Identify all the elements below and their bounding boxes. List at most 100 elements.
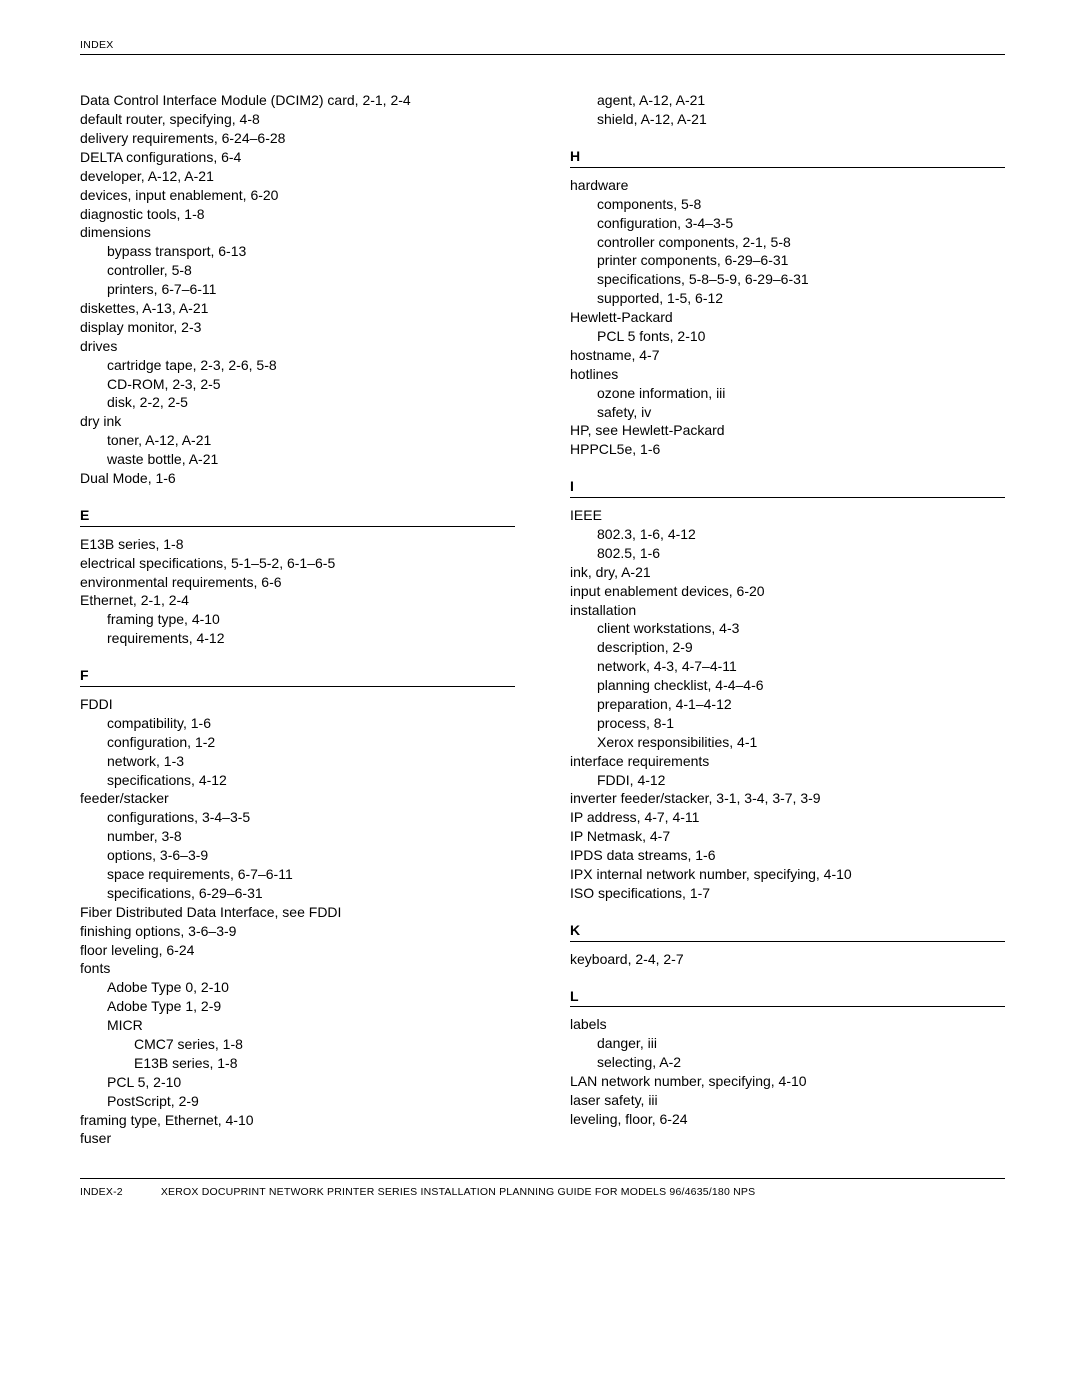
index-entry: Dual Mode, 1-6 (80, 469, 515, 488)
index-entry: IP address, 4-7, 4-11 (570, 808, 1005, 827)
index-entry: leveling, floor, 6-24 (570, 1110, 1005, 1129)
index-entry: specifications, 5-8–5-9, 6-29–6-31 (570, 270, 1005, 289)
index-entry: disk, 2-2, 2-5 (80, 393, 515, 412)
index-entry: finishing options, 3-6–3-9 (80, 922, 515, 941)
index-entry: hardware (570, 176, 1005, 195)
index-entry: Hewlett-Packard (570, 308, 1005, 327)
page-header: INDEX (80, 38, 1005, 55)
index-entry: Fiber Distributed Data Interface, see FD… (80, 903, 515, 922)
index-section-letter: F (80, 666, 515, 687)
index-entry: diskettes, A-13, A-21 (80, 299, 515, 318)
index-entry: bypass transport, 6-13 (80, 242, 515, 261)
index-entry: Adobe Type 0, 2-10 (80, 978, 515, 997)
index-section-letter: E (80, 506, 515, 527)
index-columns: Data Control Interface Module (DCIM2) ca… (80, 91, 1005, 1148)
index-entry: CD-ROM, 2-3, 2-5 (80, 375, 515, 394)
index-entry: 802.3, 1-6, 4-12 (570, 525, 1005, 544)
index-entry: compatibility, 1-6 (80, 714, 515, 733)
index-entry: hostname, 4-7 (570, 346, 1005, 365)
index-entry: fuser (80, 1129, 515, 1148)
index-entry: IEEE (570, 506, 1005, 525)
index-entry: selecting, A-2 (570, 1053, 1005, 1072)
index-entry: HPPCL5e, 1-6 (570, 440, 1005, 459)
index-column-left: Data Control Interface Module (DCIM2) ca… (80, 91, 515, 1148)
index-entry: IP Netmask, 4-7 (570, 827, 1005, 846)
index-section-letter: I (570, 477, 1005, 498)
index-entry: planning checklist, 4-4–4-6 (570, 676, 1005, 695)
index-entry: devices, input enablement, 6-20 (80, 186, 515, 205)
index-entry: options, 3-6–3-9 (80, 846, 515, 865)
index-entry: keyboard, 2-4, 2-7 (570, 950, 1005, 969)
index-entry: printer components, 6-29–6-31 (570, 251, 1005, 270)
index-entry: description, 2-9 (570, 638, 1005, 657)
index-entry: configuration, 3-4–3-5 (570, 214, 1005, 233)
index-entry: configuration, 1-2 (80, 733, 515, 752)
index-entry: network, 1-3 (80, 752, 515, 771)
index-entry: FDDI, 4-12 (570, 771, 1005, 790)
index-entry: CMC7 series, 1-8 (80, 1035, 515, 1054)
index-entry: ozone information, iii (570, 384, 1005, 403)
index-entry: specifications, 4-12 (80, 771, 515, 790)
index-entry: network, 4-3, 4-7–4-11 (570, 657, 1005, 676)
index-entry: agent, A-12, A-21 (570, 91, 1005, 110)
index-entry: environmental requirements, 6-6 (80, 573, 515, 592)
index-entry: requirements, 4-12 (80, 629, 515, 648)
index-entry: Xerox responsibilities, 4-1 (570, 733, 1005, 752)
footer-title: XEROX DOCUPRINT NETWORK PRINTER SERIES I… (161, 1185, 756, 1199)
index-entry: developer, A-12, A-21 (80, 167, 515, 186)
index-entry: MICR (80, 1016, 515, 1035)
index-entry: PostScript, 2-9 (80, 1092, 515, 1111)
index-entry: dry ink (80, 412, 515, 431)
index-entry: E13B series, 1-8 (80, 535, 515, 554)
index-entry: controller components, 2-1, 5-8 (570, 233, 1005, 252)
index-entry: toner, A-12, A-21 (80, 431, 515, 450)
index-entry: shield, A-12, A-21 (570, 110, 1005, 129)
index-entry: hotlines (570, 365, 1005, 384)
index-entry: supported, 1-5, 6-12 (570, 289, 1005, 308)
index-entry: cartridge tape, 2-3, 2-6, 5-8 (80, 356, 515, 375)
index-entry: delivery requirements, 6-24–6-28 (80, 129, 515, 148)
index-entry: inverter feeder/stacker, 3-1, 3-4, 3-7, … (570, 789, 1005, 808)
index-entry: danger, iii (570, 1034, 1005, 1053)
index-entry: ISO specifications, 1-7 (570, 884, 1005, 903)
index-entry: default router, specifying, 4-8 (80, 110, 515, 129)
index-entry: DELTA configurations, 6-4 (80, 148, 515, 167)
index-entry: specifications, 6-29–6-31 (80, 884, 515, 903)
index-entry: client workstations, 4-3 (570, 619, 1005, 638)
index-entry: printers, 6-7–6-11 (80, 280, 515, 299)
index-entry: diagnostic tools, 1-8 (80, 205, 515, 224)
index-entry: controller, 5-8 (80, 261, 515, 280)
index-section-letter: H (570, 147, 1005, 168)
index-entry: E13B series, 1-8 (80, 1054, 515, 1073)
index-entry: PCL 5, 2-10 (80, 1073, 515, 1092)
index-entry: preparation, 4-1–4-12 (570, 695, 1005, 714)
index-entry: laser safety, iii (570, 1091, 1005, 1110)
index-column-right: agent, A-12, A-21shield, A-12, A-21 Hhard… (570, 91, 1005, 1148)
index-entry: safety, iv (570, 403, 1005, 422)
index-entry: waste bottle, A-21 (80, 450, 515, 469)
index-entry: PCL 5 fonts, 2-10 (570, 327, 1005, 346)
index-entry: Data Control Interface Module (DCIM2) ca… (80, 91, 515, 110)
index-entry: framing type, Ethernet, 4-10 (80, 1111, 515, 1130)
index-entry: HP, see Hewlett-Packard (570, 421, 1005, 440)
index-entry: components, 5-8 (570, 195, 1005, 214)
index-entry: IPX internal network number, specifying,… (570, 865, 1005, 884)
index-entry: LAN network number, specifying, 4-10 (570, 1072, 1005, 1091)
index-section-letter: K (570, 921, 1005, 942)
index-entry: IPDS data streams, 1-6 (570, 846, 1005, 865)
index-entry: input enablement devices, 6-20 (570, 582, 1005, 601)
index-entry: dimensions (80, 223, 515, 242)
index-entry: electrical specifications, 5-1–5-2, 6-1–… (80, 554, 515, 573)
index-entry: configurations, 3-4–3-5 (80, 808, 515, 827)
index-entry: FDDI (80, 695, 515, 714)
index-entry: installation (570, 601, 1005, 620)
index-entry: Adobe Type 1, 2-9 (80, 997, 515, 1016)
index-entry: feeder/stacker (80, 789, 515, 808)
index-entry: ink, dry, A-21 (570, 563, 1005, 582)
index-entry: fonts (80, 959, 515, 978)
index-entry: space requirements, 6-7–6-11 (80, 865, 515, 884)
index-entry: Ethernet, 2-1, 2-4 (80, 591, 515, 610)
index-entry: process, 8-1 (570, 714, 1005, 733)
index-entry: 802.5, 1-6 (570, 544, 1005, 563)
page-footer: INDEX-2 XEROX DOCUPRINT NETWORK PRINTER … (80, 1178, 1005, 1199)
